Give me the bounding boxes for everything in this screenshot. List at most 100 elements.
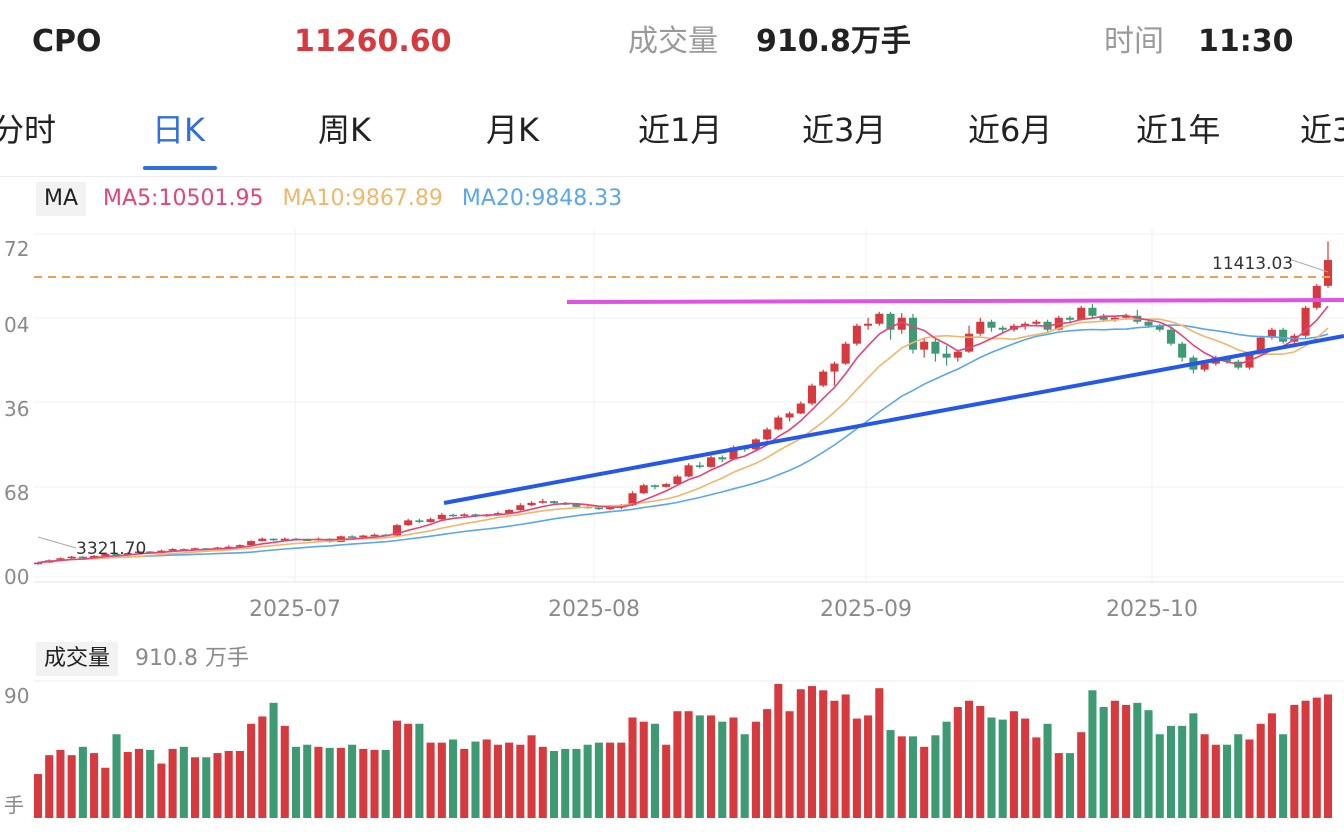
volume-bar bbox=[965, 700, 974, 818]
candle-body bbox=[606, 507, 615, 510]
volume-bar bbox=[33, 774, 43, 818]
candle-body bbox=[942, 353, 951, 358]
volume-bar bbox=[449, 739, 458, 818]
volume-bar bbox=[606, 742, 615, 818]
volume-bar bbox=[168, 748, 177, 818]
volume-bar bbox=[67, 755, 76, 818]
tab-3-years[interactable]: 近3 bbox=[1300, 111, 1344, 149]
volume-bar bbox=[785, 711, 794, 818]
candle-body bbox=[1267, 329, 1276, 338]
candle-body bbox=[505, 509, 514, 514]
ma5-value: MA5:10501.95 bbox=[103, 186, 264, 211]
candle-body bbox=[897, 317, 906, 330]
volume-bar bbox=[1065, 753, 1075, 818]
volume-bar bbox=[516, 744, 525, 818]
volume-bar bbox=[807, 686, 817, 818]
volume-bar bbox=[460, 748, 469, 818]
tab-daily-k[interactable]: 日K bbox=[152, 111, 205, 149]
candle-body bbox=[247, 541, 256, 546]
date-label: 2025-07 bbox=[249, 597, 341, 622]
volume-bar bbox=[134, 748, 143, 818]
volume-bar bbox=[1211, 744, 1220, 818]
candle-body bbox=[987, 321, 996, 328]
date-label: 2025-10 bbox=[1106, 597, 1198, 622]
candle-body bbox=[1200, 363, 1209, 370]
candle-body bbox=[1256, 337, 1265, 354]
volume-bar bbox=[505, 742, 514, 818]
candle-body bbox=[348, 536, 357, 538]
candle-body bbox=[1279, 329, 1288, 342]
candle-body bbox=[1032, 321, 1041, 324]
volume-bar bbox=[404, 723, 413, 818]
volume-bar bbox=[359, 748, 368, 818]
candle-body bbox=[179, 549, 188, 551]
candle-body bbox=[998, 327, 1007, 330]
volume-bar bbox=[864, 715, 873, 818]
volume-bar bbox=[1223, 744, 1232, 818]
volume-bar bbox=[538, 746, 547, 818]
volume-bar bbox=[1122, 704, 1131, 818]
candle-body bbox=[1077, 307, 1086, 320]
volume-bar bbox=[1133, 702, 1142, 818]
volume-bar bbox=[1166, 725, 1175, 818]
volume-bar bbox=[617, 742, 626, 818]
volume-bar bbox=[325, 747, 334, 818]
candle-body bbox=[437, 514, 446, 520]
candle-body bbox=[157, 550, 166, 553]
candle-body bbox=[908, 317, 917, 350]
tab-monthly-k[interactable]: 月K bbox=[486, 111, 539, 149]
high-annotation: 11413.03 bbox=[1212, 254, 1293, 274]
tab-weekly-k[interactable]: 周K bbox=[318, 111, 371, 149]
ma20-value: MA20:9848.33 bbox=[461, 186, 623, 211]
candle-body bbox=[920, 341, 929, 350]
candle-body bbox=[123, 553, 132, 555]
volume-bar bbox=[875, 688, 884, 818]
tab-6-months[interactable]: 近6月 bbox=[968, 111, 1053, 149]
volume-bar bbox=[1200, 734, 1209, 818]
volume-bar bbox=[280, 725, 289, 818]
candlestick-chart[interactable]: 72 04 36 68 00 2025-07 2025-08 2025-09 2… bbox=[0, 0, 1344, 640]
candle-body bbox=[639, 485, 648, 494]
volume-bar bbox=[583, 744, 592, 818]
volume-bar bbox=[202, 757, 211, 818]
volume-axis-top: 90 bbox=[4, 684, 29, 708]
volume-bar bbox=[796, 689, 805, 818]
volume-label: 成交量 bbox=[628, 24, 718, 59]
volume-bar bbox=[258, 716, 267, 818]
volume-bar bbox=[740, 734, 749, 818]
candle-body bbox=[134, 551, 143, 554]
time-value: 11:30 bbox=[1198, 24, 1294, 59]
tab-3-months[interactable]: 近3月 bbox=[802, 111, 887, 149]
ma-chip[interactable]: MA bbox=[36, 182, 87, 216]
ma5-line bbox=[37, 305, 1329, 564]
tab-intraday[interactable]: 分时 bbox=[0, 111, 57, 149]
candle-body bbox=[796, 403, 805, 414]
volume-bar bbox=[1054, 753, 1063, 818]
candle-body bbox=[168, 549, 177, 551]
volume-bar bbox=[482, 739, 491, 818]
active-tab-indicator bbox=[143, 166, 217, 170]
low-annotation-leader bbox=[37, 536, 77, 549]
tab-1-month[interactable]: 近1月 bbox=[638, 111, 723, 149]
volume-chip[interactable]: 成交量 bbox=[36, 642, 119, 676]
candle-body bbox=[527, 502, 536, 506]
volume-bar bbox=[370, 749, 379, 818]
candle-body bbox=[718, 457, 727, 460]
volume-bar bbox=[224, 751, 233, 818]
volume-bar bbox=[662, 744, 671, 818]
candle-body bbox=[628, 493, 637, 506]
candle-body bbox=[965, 333, 974, 352]
candle-body bbox=[763, 429, 772, 440]
volume-bar bbox=[493, 744, 502, 818]
volume-bar bbox=[1088, 690, 1097, 818]
tab-1-year[interactable]: 近1年 bbox=[1136, 111, 1221, 149]
volume-bar bbox=[920, 746, 929, 818]
volume-bar bbox=[1032, 737, 1041, 818]
candle-body bbox=[1323, 259, 1333, 286]
candle-body bbox=[662, 484, 671, 487]
candle-body bbox=[886, 313, 895, 330]
volume-bar bbox=[572, 748, 581, 818]
volume-bar bbox=[707, 715, 716, 818]
candle-body bbox=[404, 520, 413, 526]
volume-bar bbox=[1009, 711, 1018, 818]
